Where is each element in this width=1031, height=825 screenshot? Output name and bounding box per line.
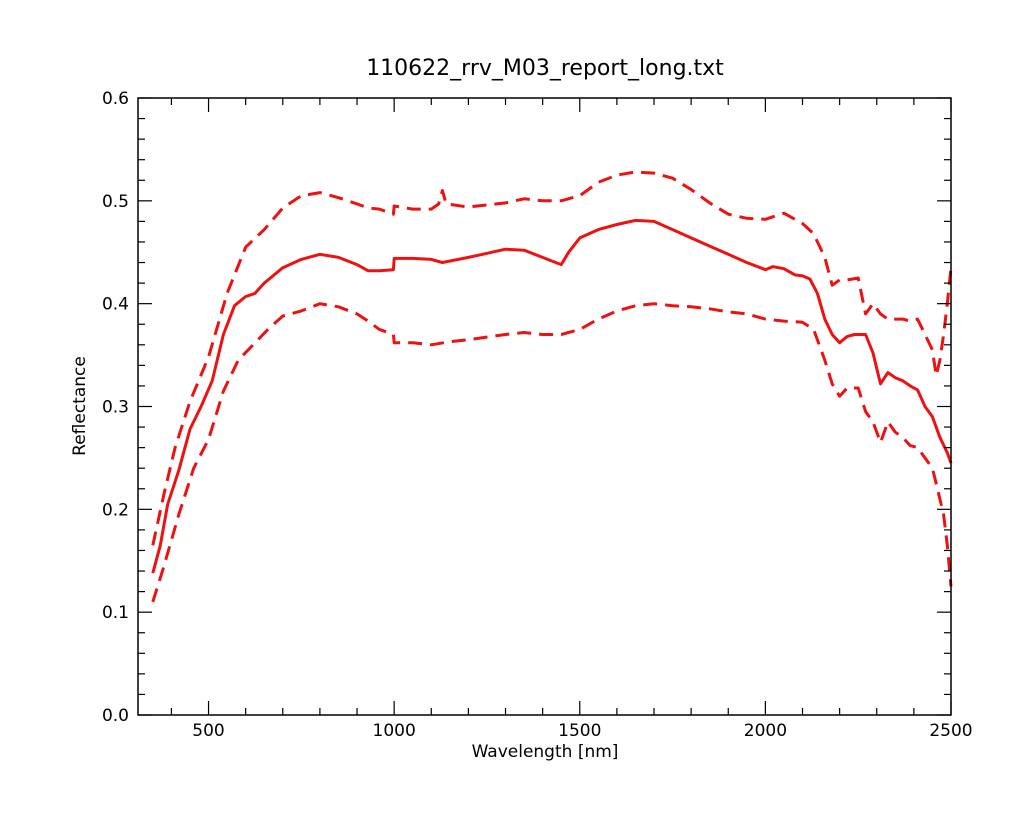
ticks-layer [138,97,952,716]
x-tick-label: 500 [192,721,224,741]
y-tick-label: 0.2 [102,500,129,520]
y-tick-label: 0.6 [102,89,129,109]
series-line-dashed-2 [151,302,953,603]
y-tick-label: 0.5 [102,192,129,212]
x-axis-label: Wavelength [nm] [472,742,619,762]
chart-title: 110622_rrv_M03_report_long.txt [366,56,724,81]
x-tick-label: 2000 [744,721,787,741]
y-tick-label: 0.0 [102,706,129,726]
y-axis-label: Reflectance [70,356,90,456]
series-line-solid-0 [151,218,953,574]
y-tick-label: 0.4 [102,295,129,315]
x-tick-label: 1500 [558,721,601,741]
x-tick-label: 2500 [929,721,972,741]
tick-labels-layer: 500 1000 1500 2000 2500 0.0 0.1 0.2 0.3 0.4 0.5 0.6 [102,89,973,741]
series-line-dashed-1 [151,170,953,546]
series-layer [151,170,953,603]
plot-frame [137,97,952,716]
y-tick-label: 0.1 [102,603,129,623]
x-tick-label: 1000 [373,721,416,741]
y-tick-label: 0.3 [102,398,129,418]
